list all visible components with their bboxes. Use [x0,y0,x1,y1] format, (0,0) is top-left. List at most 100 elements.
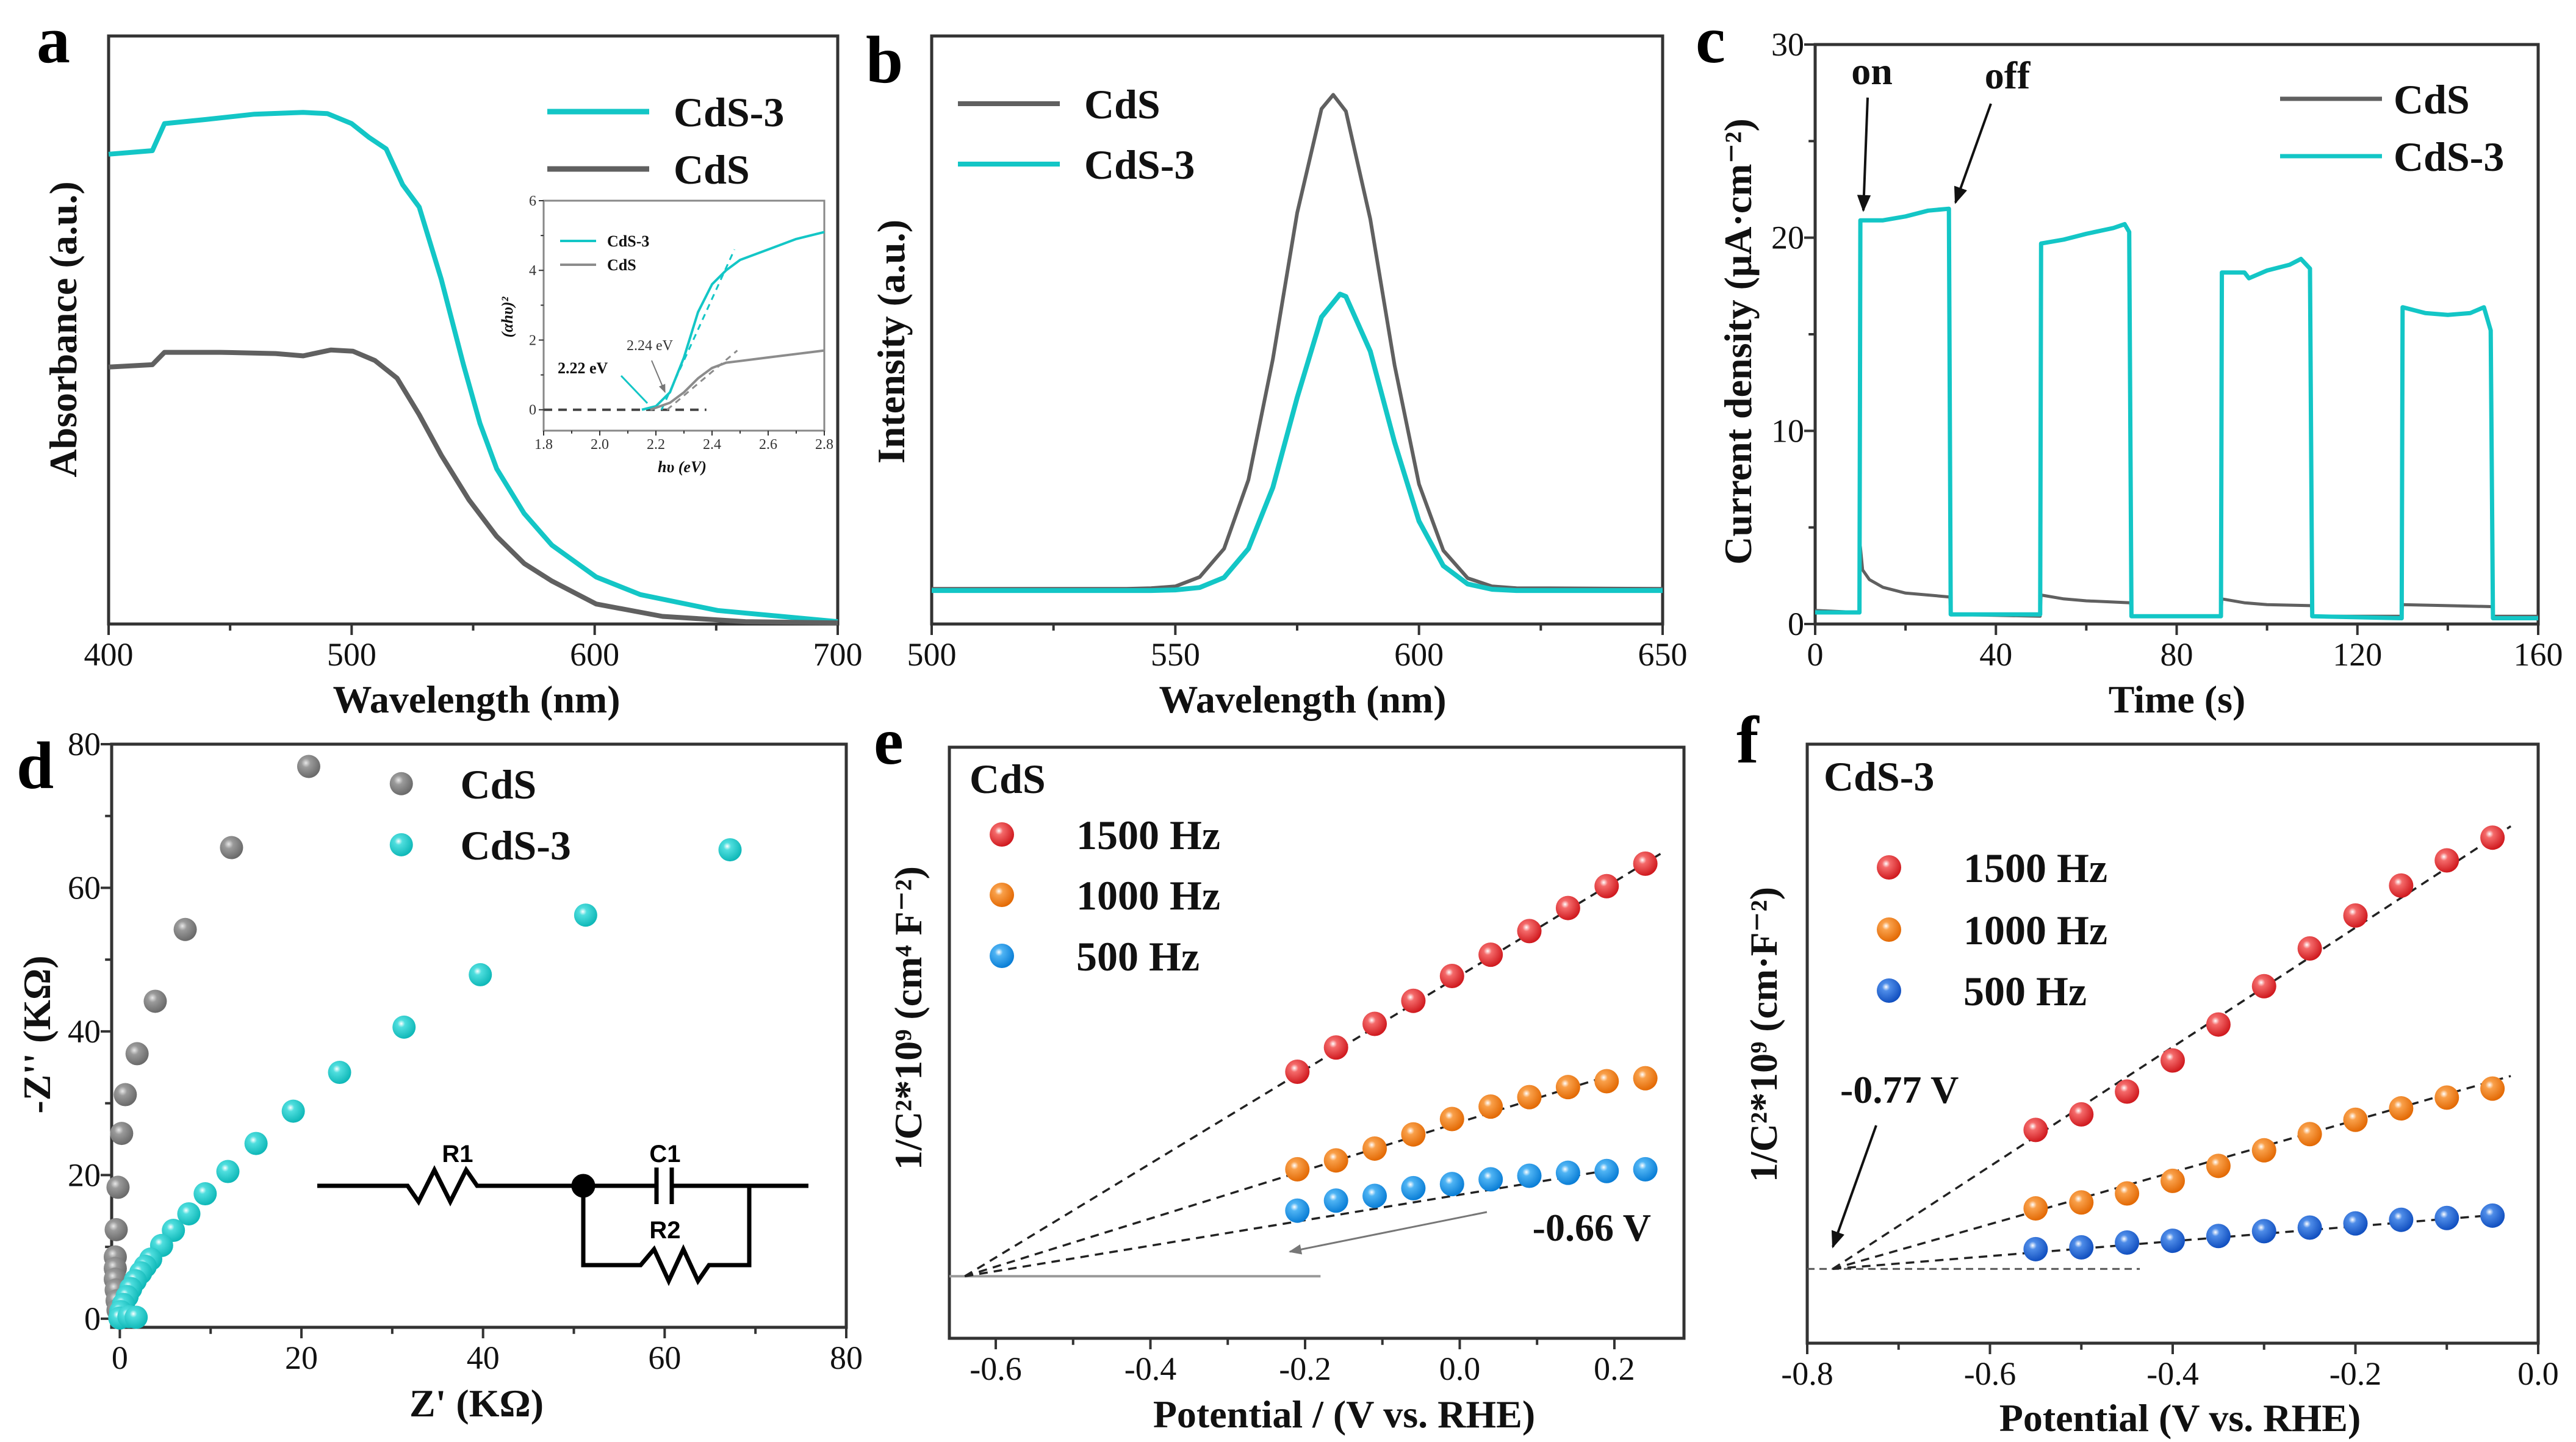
inset-legend-label: CdS [607,256,636,274]
data-point-cds-3 [328,1061,351,1085]
data-point-1500hz [2160,1048,2185,1073]
bandgap-label-cds: 2.24 eV [627,338,674,354]
data-point-1500hz [2115,1079,2140,1104]
equivalent-circuit-diagram [317,1165,808,1286]
data-point-cds-3 [244,1132,268,1155]
data-point-cds-3 [718,838,742,862]
y-tick-label: 40 [68,1013,101,1050]
annotation-arrow [651,360,666,393]
x-axis-title: Potential / (V vs. RHE) [1153,1393,1535,1436]
intercept-arrow [1831,1125,1877,1249]
inset-legend-label: CdS-3 [607,232,649,250]
data-point-1000hz [1478,1094,1503,1119]
series-line-cds [932,93,1663,591]
y-tick-label: 0 [84,1300,101,1337]
plot-frame [930,34,1664,626]
intercept-label: -0.66 V [1533,1206,1651,1249]
data-point-500hz [1478,1167,1503,1192]
series-line-cds [108,347,838,626]
data-point-500hz [1439,1172,1464,1197]
circuit-label-c1: C1 [649,1141,680,1168]
x-tick-label: 0 [112,1340,128,1376]
data-point-1500hz [2389,873,2414,898]
data-point-cds [143,989,167,1013]
legend-label: CdS [1084,81,1160,127]
legend-marker [1877,855,1901,880]
x-axis-title: Wavelength (nm) [1159,678,1446,721]
x-tick-label: 400 [84,636,134,673]
x-tick-label: 2.4 [703,437,721,453]
x-tick-label: 500 [907,636,957,673]
legend-label: 1500 Hz [1076,812,1220,858]
legend-label: CdS-3 [2394,134,2504,180]
x-tick-label: -0.2 [1279,1351,1331,1387]
x-tick-label: 2.0 [591,437,609,453]
x-tick-label: 2.8 [815,437,833,453]
circuit-label-r2: R2 [649,1217,680,1244]
inset-series-cds-3 [641,231,825,411]
circuit-label-r1: R1 [442,1141,473,1168]
data-point-cds-3 [469,963,492,986]
x-tick-label: 600 [1394,636,1444,673]
series-line-cds-3 [108,110,838,625]
data-point-1000hz [2160,1168,2185,1193]
x-axis-title: Wavelength (nm) [333,678,620,721]
data-point-500hz [1594,1158,1619,1183]
data-point-cds [173,917,197,941]
legend-label: 500 Hz [1076,933,1200,980]
legend-marker [990,944,1014,968]
legend-label: 500 Hz [1963,968,2087,1014]
data-point-500hz [1362,1183,1387,1208]
circuit-wire [317,1165,808,1286]
data-point-1500hz [1478,942,1503,967]
data-point-500hz [2206,1224,2231,1249]
data-point-cds-3 [177,1202,201,1225]
legend-marker [1877,917,1901,942]
data-point-500hz [2069,1235,2094,1260]
legend-marker [389,833,413,856]
y-tick-label: 80 [68,726,101,762]
panel-label-e: e [874,704,904,778]
x-tick-label: 120 [2333,636,2382,673]
circuit-node [571,1174,595,1198]
data-point-cds-3 [193,1182,217,1206]
x-tick-label: 650 [1638,636,1688,673]
x-tick-label: 80 [830,1340,863,1376]
data-point-cds-3 [281,1099,305,1123]
data-point-500hz [2297,1215,2322,1240]
fit-line [964,852,1661,1277]
x-axis-title: Z' (KΩ) [409,1382,544,1425]
axes-c [1804,43,2540,635]
data-point-cds [106,1175,130,1199]
inset-fit-line [660,249,736,411]
legend-marker [389,772,413,795]
data-point-1000hz [1439,1107,1464,1132]
axes-f [1805,742,2540,1354]
panel-label-a: a [37,2,70,77]
x-tick-label: 160 [2514,636,2563,673]
x-tick-label: -0.4 [2146,1355,2198,1392]
data-point-1000hz [1633,1066,1658,1091]
x-tick-label: -0.6 [1964,1355,2016,1392]
data-point-cds [104,1218,128,1241]
y-axis-title: Absorbance (a.u.) [41,181,85,477]
data-point-500hz [2251,1219,2276,1244]
x-tick-label: -0.4 [1124,1351,1176,1387]
annotation-light-off: off [1985,54,2031,97]
x-tick-label: 600 [570,636,619,673]
data-point-500hz [2023,1236,2048,1261]
data-point-500hz [1323,1188,1348,1213]
data-point-1000hz [2023,1196,2048,1221]
axes-undefined-inset [539,199,826,436]
data-point-1500hz [1323,1035,1348,1060]
legend-label: CdS-3 [1084,142,1195,188]
series-line-cds-3 [932,292,1663,594]
x-tick-label: 40 [1979,636,2012,673]
sample-label: CdS-3 [1824,753,1934,800]
capacitor-plates [654,1168,674,1204]
arrow-off [1954,103,1992,204]
y-tick-label: 30 [1771,26,1804,63]
x-tick-label: 2.2 [647,437,665,453]
